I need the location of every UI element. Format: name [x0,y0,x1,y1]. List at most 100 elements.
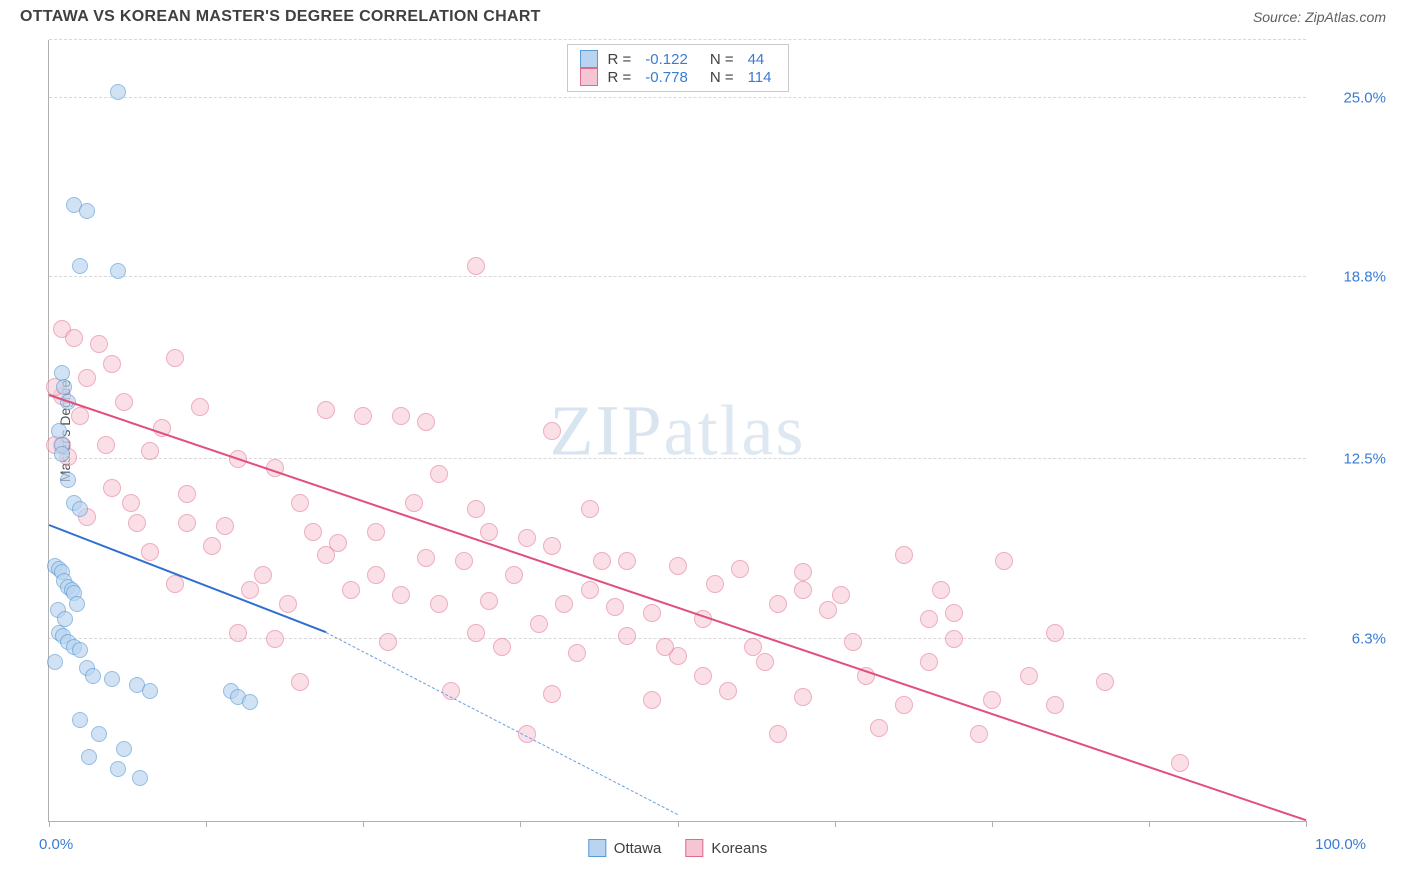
koreans-point [581,581,599,599]
koreans-point [304,523,322,541]
ottawa-point [110,761,126,777]
koreans-point [719,682,737,700]
koreans-point [669,557,687,575]
koreans-point [543,685,561,703]
legend-n-label: N = [710,69,734,86]
koreans-point [945,604,963,622]
ottawa-point [60,472,76,488]
ottawa-point [54,365,70,381]
legend-n-value: 114 [748,69,772,86]
y-tick-label: 12.5% [1316,451,1386,468]
legend-swatch [685,839,703,857]
koreans-point [794,688,812,706]
x-tick [1149,821,1150,827]
koreans-point [367,523,385,541]
koreans-point [794,581,812,599]
legend-bottom-item: Koreans [685,839,767,857]
legend-top-row: R =-0.122N =44 [580,50,776,68]
koreans-point [141,543,159,561]
chart-plot-area: ZIPatlas Master's Degree 0.0% 100.0% R =… [48,40,1306,822]
koreans-point [430,595,448,613]
koreans-point [1046,624,1064,642]
koreans-point [141,442,159,460]
legend-n-label: N = [710,51,734,68]
koreans-point [392,407,410,425]
koreans-point [618,627,636,645]
koreans-point [895,546,913,564]
legend-n-value: 44 [748,51,765,68]
koreans-point [203,537,221,555]
koreans-point [870,719,888,737]
koreans-point [392,586,410,604]
koreans-point [291,673,309,691]
koreans-point [342,581,360,599]
koreans-point [455,552,473,570]
koreans-point [480,592,498,610]
koreans-point [606,598,624,616]
koreans-point [932,581,950,599]
legend-label: Ottawa [614,840,662,857]
koreans-point [480,523,498,541]
koreans-point [895,696,913,714]
koreans-point [216,517,234,535]
koreans-point [593,552,611,570]
gridline [49,39,1306,40]
koreans-point [178,485,196,503]
koreans-point [769,595,787,613]
koreans-point [970,725,988,743]
koreans-point [543,422,561,440]
ottawa-trend-solid [49,524,326,633]
legend-bottom-item: Ottawa [588,839,662,857]
koreans-point [1096,673,1114,691]
koreans-point [769,725,787,743]
x-tick [363,821,364,827]
ottawa-point [104,671,120,687]
ottawa-trend-dashed [325,632,677,815]
ottawa-point [47,654,63,670]
koreans-point [97,436,115,454]
x-axis-max-label: 100.0% [1315,836,1366,853]
koreans-point [756,653,774,671]
ottawa-point [54,446,70,462]
koreans-point [467,500,485,518]
koreans-point [103,479,121,497]
koreans-point [518,529,536,547]
koreans-point [1046,696,1064,714]
ottawa-point [72,501,88,517]
koreans-point [656,638,674,656]
koreans-point [555,595,573,613]
koreans-point [844,633,862,651]
koreans-point [115,393,133,411]
ottawa-point [69,596,85,612]
x-tick [835,821,836,827]
koreans-point [643,604,661,622]
koreans-point [166,349,184,367]
koreans-point [317,401,335,419]
x-tick [206,821,207,827]
koreans-point [643,691,661,709]
ottawa-point [72,712,88,728]
koreans-point [832,586,850,604]
ottawa-point [242,694,258,710]
koreans-point [329,534,347,552]
gridline [49,97,1306,98]
koreans-point [254,566,272,584]
x-axis-min-label: 0.0% [39,836,73,853]
legend-bottom: Ottawa Koreans [588,839,767,857]
koreans-point [266,630,284,648]
koreans-point [983,691,1001,709]
koreans-point [731,560,749,578]
koreans-point [90,335,108,353]
koreans-point [543,537,561,555]
legend-swatch [580,50,598,68]
legend-label: Koreans [711,840,767,857]
ottawa-point [142,683,158,699]
koreans-point [279,595,297,613]
koreans-point [417,413,435,431]
koreans-point [417,549,435,567]
legend-r-label: R = [608,69,632,86]
ottawa-point [85,668,101,684]
legend-r-value: -0.778 [645,69,688,86]
legend-r-label: R = [608,51,632,68]
ottawa-point [72,258,88,274]
